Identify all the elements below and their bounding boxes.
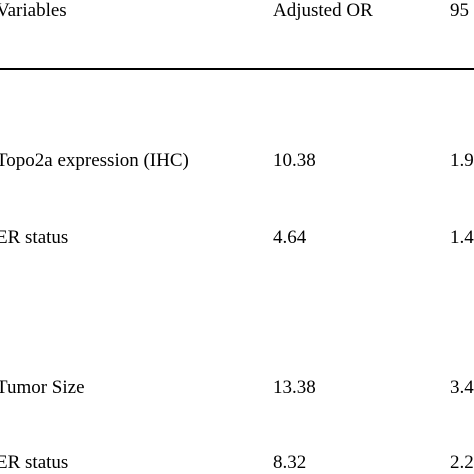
- table-row-ci: 3.4: [450, 377, 474, 398]
- table-row-variable: ER status: [0, 452, 69, 473]
- table-row-ci: 1.4: [450, 227, 474, 248]
- table-row-variable: Tumor Size: [0, 377, 85, 398]
- table-row-adjusted-or: 4.64: [273, 227, 307, 248]
- table-row-variable: ER status: [0, 227, 69, 248]
- table-row-adjusted-or: 10.38: [273, 150, 316, 171]
- table-row-adjusted-or: 13.38: [273, 377, 316, 398]
- table-row-ci: 1.9: [450, 150, 474, 171]
- header-variables: Variables: [0, 0, 67, 21]
- table-row-adjusted-or: 8.32: [273, 452, 307, 473]
- header-rule: [0, 68, 474, 70]
- table-row-variable: Topo2a expression (IHC): [0, 150, 189, 171]
- header-adjusted-or: Adjusted OR: [273, 0, 373, 21]
- header-confidence-interval: 95: [450, 0, 469, 21]
- table-row-ci: 2.2: [450, 452, 474, 473]
